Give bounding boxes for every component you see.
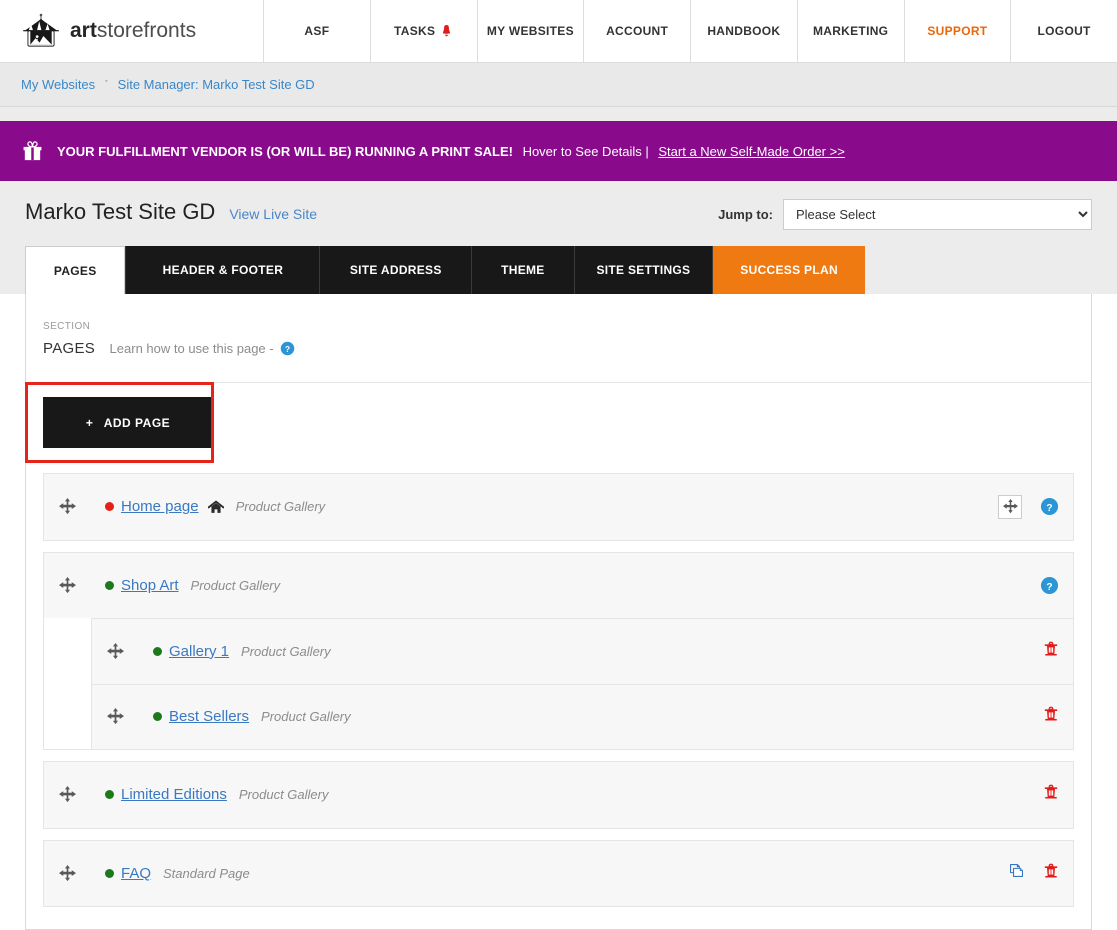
- svg-text:?: ?: [285, 345, 290, 354]
- svg-text:?: ?: [1046, 582, 1052, 593]
- svg-text:?: ?: [1046, 503, 1052, 514]
